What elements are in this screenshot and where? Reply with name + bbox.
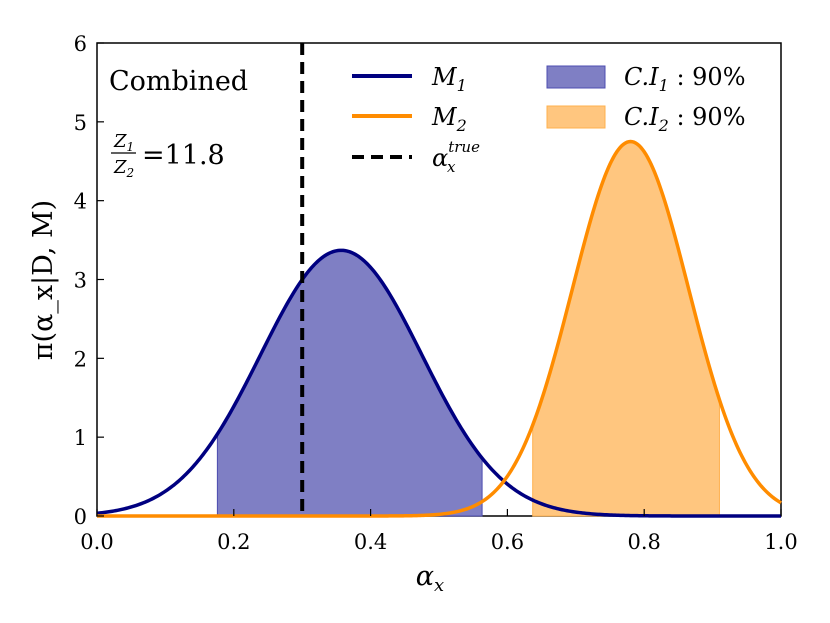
legend-label-ci2: C.I2 : 90% [624, 103, 746, 135]
y-tick-label-0: 0 [74, 505, 87, 529]
y-axis-label: π(α_x|D, M) [28, 200, 59, 360]
x-axis-label: αx [416, 561, 444, 596]
curve-m2 [97, 139, 782, 518]
legend: M1 M2 αtrue x C.I1 : 90% C.I2 : 90% [352, 63, 746, 176]
x-tick-label-0.4: 0.4 [354, 530, 387, 554]
curve-m1 [96, 248, 781, 518]
ci-layer [216, 141, 720, 517]
bayes-factor-value: =11.8 [142, 140, 225, 171]
x-tick-label-1.0: 1.0 [764, 530, 797, 554]
bf-denominator: Z2 [113, 157, 134, 180]
y-tick-label-6: 6 [74, 32, 87, 56]
curve-layer [96, 139, 782, 518]
legend-label-ci1: C.I1 : 90% [624, 63, 746, 95]
bayes-factor-fraction: Z1 Z2 [111, 131, 136, 180]
bayes-factor: Z1 Z2 =11.8 [111, 131, 225, 180]
tick-layer: 0.0 0.2 0.4 0.6 0.8 1.0 0 1 2 3 4 5 6 [74, 32, 798, 554]
y-tick-label-3: 3 [74, 269, 87, 293]
legend-label-true: αtrue x [432, 138, 480, 176]
x-tick-label-0.2: 0.2 [217, 530, 250, 554]
x-tick-label-0.6: 0.6 [491, 530, 524, 554]
legend-swatch-ci2 [546, 105, 606, 129]
y-tick-label-4: 4 [74, 190, 87, 214]
y-tick-label-2: 2 [74, 347, 87, 371]
x-tick-label-0.0: 0.0 [80, 530, 113, 554]
bf-numerator: Z1 [113, 131, 134, 154]
panel-label: Combined [109, 66, 248, 97]
y-tick-label-1: 1 [74, 426, 87, 450]
y-tick-label-5: 5 [74, 111, 87, 135]
legend-label-m1: M1 [431, 63, 467, 95]
ci-region-1 [216, 249, 483, 517]
x-tick-label-0.8: 0.8 [627, 530, 660, 554]
legend-label-m2: M2 [431, 103, 467, 135]
legend-swatch-ci1 [546, 65, 606, 89]
